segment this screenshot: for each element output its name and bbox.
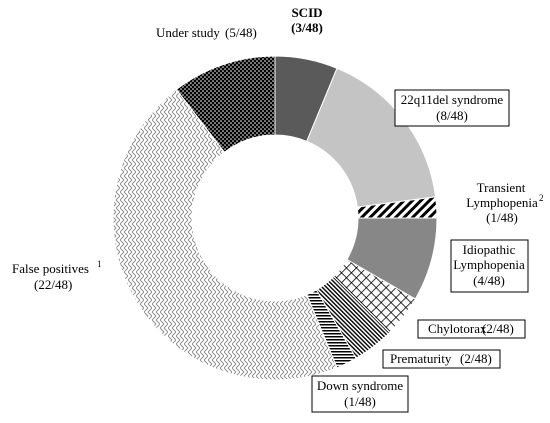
label-idiopathic-box — [450, 239, 529, 293]
label-down-name: Down syndrome — [317, 378, 404, 393]
label-prematurity: Prematurity (2/48) — [382, 349, 501, 369]
label-false-positives-sup: 1 — [97, 259, 102, 269]
label-scid-name: SCID — [291, 5, 322, 20]
label-transient-lymphopenia: Transient Lymphopenia 2 (1/48) — [466, 180, 543, 225]
label-prematurity-name: Prematurity — [390, 351, 452, 366]
label-prematurity-count: (2/48) — [460, 351, 492, 366]
label-under-study-name: Under study — [156, 25, 220, 40]
slice-false-positives — [112, 88, 338, 381]
label-prematurity-box — [382, 349, 501, 369]
label-22q11del: 22q11del syndrome (8/48) — [394, 89, 510, 127]
label-down-count: (1/48) — [344, 394, 376, 409]
label-chylotorax-count: (2/48) — [482, 321, 514, 336]
label-chylotorax-box — [417, 319, 526, 339]
label-idiopathic-lymphopenia: Idiopathic Lymphopenia (4/48) — [450, 239, 529, 293]
label-down-box — [311, 375, 409, 413]
label-false-positives: False positives 1 (22/48) — [12, 259, 102, 292]
label-22q11del-name: 22q11del syndrome — [401, 92, 504, 107]
label-chylotorax: Chylotorax (2/48) — [417, 319, 526, 339]
label-chylotorax-name: Chylotorax — [428, 321, 487, 336]
donut-slices — [112, 55, 438, 381]
label-idiopathic-count: (4/48) — [473, 273, 505, 288]
label-under-study: Under study (5/48) — [156, 25, 257, 40]
label-under-study-count: (5/48) — [225, 25, 257, 40]
label-scid: SCID (3/48) — [291, 5, 323, 35]
label-22q11del-box — [394, 89, 510, 127]
label-transient-line2: Lymphopenia — [466, 195, 538, 210]
label-transient-sup: 2 — [539, 193, 544, 203]
label-false-positives-name: False positives — [12, 261, 89, 276]
label-false-positives-count: (22/48) — [34, 277, 72, 292]
slice-under-study — [175, 55, 276, 153]
label-idiopathic-line1: Idiopathic — [463, 242, 516, 257]
label-transient-count: (1/48) — [486, 210, 518, 225]
label-scid-count: (3/48) — [291, 20, 323, 35]
label-transient-line1: Transient — [477, 180, 526, 195]
label-idiopathic-line2: Lymphopenia — [453, 257, 525, 272]
label-down-syndrome: Down syndrome (1/48) — [311, 375, 409, 413]
label-22q11del-count: (8/48) — [436, 108, 468, 123]
